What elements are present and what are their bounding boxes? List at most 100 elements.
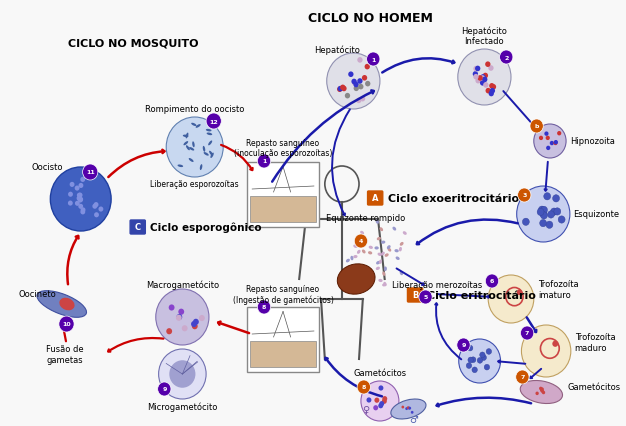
Circle shape [68,192,73,197]
Circle shape [199,315,205,321]
Circle shape [156,289,209,345]
Text: Microgametócito: Microgametócito [147,402,218,412]
Text: Fusão de
gametas: Fusão de gametas [46,345,83,364]
Circle shape [68,201,73,206]
Text: A: A [372,194,379,203]
Ellipse shape [200,165,202,171]
Ellipse shape [369,246,373,249]
Circle shape [538,207,545,214]
Circle shape [541,207,548,214]
Text: B: B [412,291,418,300]
Circle shape [489,92,494,97]
Circle shape [489,84,495,89]
Circle shape [523,219,530,226]
Circle shape [78,204,83,210]
Circle shape [546,136,550,141]
Ellipse shape [178,165,183,168]
Circle shape [488,66,494,72]
Circle shape [178,309,184,315]
Circle shape [352,81,357,86]
Text: Equizonte rompido: Equizonte rompido [326,213,405,222]
Circle shape [411,411,414,414]
Ellipse shape [379,227,383,232]
Circle shape [482,78,488,83]
Ellipse shape [377,253,382,256]
Ellipse shape [393,227,396,231]
Circle shape [553,195,560,202]
Circle shape [537,209,544,216]
Circle shape [77,197,82,202]
Ellipse shape [376,220,379,225]
Text: 1: 1 [371,58,376,62]
Text: ♂: ♂ [409,414,418,424]
Ellipse shape [382,284,386,287]
Circle shape [158,382,171,396]
Circle shape [480,75,486,81]
Ellipse shape [399,271,403,276]
Circle shape [539,136,543,141]
Text: Ciclo exoeritrocitário: Ciclo exoeritrocitário [387,193,519,204]
Circle shape [541,389,544,393]
Circle shape [408,407,411,409]
Circle shape [357,380,371,394]
Circle shape [354,234,367,248]
Text: Liberação esporozoítas: Liberação esporozoítas [150,180,239,189]
Circle shape [516,370,529,384]
Circle shape [50,167,111,231]
Ellipse shape [183,142,188,146]
Ellipse shape [383,282,387,287]
Circle shape [365,82,371,87]
Circle shape [177,314,182,320]
Circle shape [473,66,479,72]
Circle shape [257,155,270,169]
Ellipse shape [208,141,212,146]
Circle shape [407,406,409,409]
Ellipse shape [376,267,380,271]
Circle shape [478,76,483,81]
Ellipse shape [520,380,563,403]
Circle shape [98,207,103,212]
Text: 4: 4 [359,239,363,244]
Circle shape [480,81,485,86]
FancyBboxPatch shape [247,162,319,227]
Circle shape [80,210,85,215]
Circle shape [542,391,545,394]
Text: Ciclo eritrocitário: Ciclo eritrocitário [428,290,536,300]
Text: Gametócitos: Gametócitos [568,383,621,391]
Circle shape [158,349,206,399]
Ellipse shape [346,259,350,263]
Circle shape [491,85,496,90]
Ellipse shape [192,142,195,148]
Ellipse shape [391,399,426,419]
Ellipse shape [403,232,407,235]
Circle shape [480,76,485,81]
Circle shape [481,75,486,81]
Ellipse shape [191,124,197,127]
Circle shape [539,387,542,390]
Ellipse shape [394,250,399,253]
Circle shape [521,325,571,377]
Text: Ciclo esporogônico: Ciclo esporogônico [150,222,262,233]
Circle shape [540,388,544,391]
Circle shape [471,357,476,363]
Text: 11: 11 [86,170,95,175]
Circle shape [486,349,491,354]
Circle shape [516,290,522,296]
Circle shape [459,339,501,383]
Circle shape [80,177,85,182]
Circle shape [553,141,558,146]
Text: 12: 12 [209,119,218,124]
Circle shape [477,358,483,363]
Circle shape [94,213,99,218]
Circle shape [59,316,74,332]
Circle shape [500,51,513,65]
Ellipse shape [357,250,361,254]
Ellipse shape [387,248,391,252]
Ellipse shape [368,252,372,255]
Ellipse shape [210,153,213,158]
FancyBboxPatch shape [250,196,316,222]
Ellipse shape [399,248,402,252]
Ellipse shape [353,256,357,259]
Circle shape [540,389,543,392]
Circle shape [360,97,365,102]
